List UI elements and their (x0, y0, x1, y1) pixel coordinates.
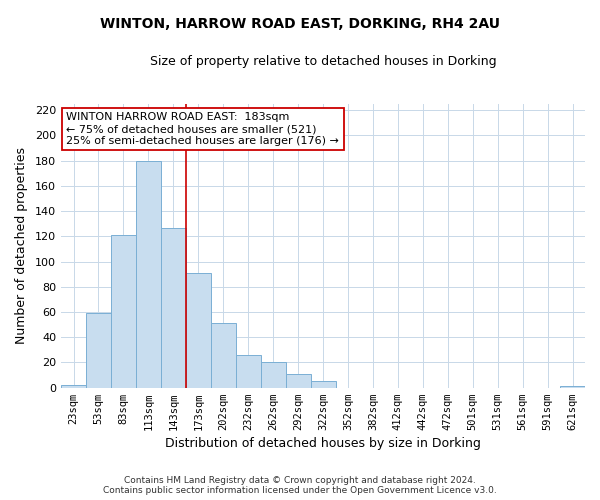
Text: WINTON HARROW ROAD EAST:  183sqm
← 75% of detached houses are smaller (521)
25% : WINTON HARROW ROAD EAST: 183sqm ← 75% of… (66, 112, 339, 146)
Bar (211, 324, 236, 388)
Bar (236, 355, 260, 388)
Bar (136, 160, 161, 388)
Bar (111, 235, 136, 388)
Bar (161, 228, 186, 388)
Bar (560, 386, 585, 388)
Text: Contains HM Land Registry data © Crown copyright and database right 2024.
Contai: Contains HM Land Registry data © Crown c… (103, 476, 497, 495)
Bar (311, 382, 335, 388)
X-axis label: Distribution of detached houses by size in Dorking: Distribution of detached houses by size … (165, 437, 481, 450)
Y-axis label: Number of detached properties: Number of detached properties (15, 148, 28, 344)
Title: Size of property relative to detached houses in Dorking: Size of property relative to detached ho… (150, 55, 496, 68)
Bar (86, 314, 111, 388)
Bar (260, 362, 286, 388)
Bar (61, 385, 86, 388)
Bar (186, 273, 211, 388)
Text: WINTON, HARROW ROAD EAST, DORKING, RH4 2AU: WINTON, HARROW ROAD EAST, DORKING, RH4 2… (100, 18, 500, 32)
Bar (286, 374, 311, 388)
